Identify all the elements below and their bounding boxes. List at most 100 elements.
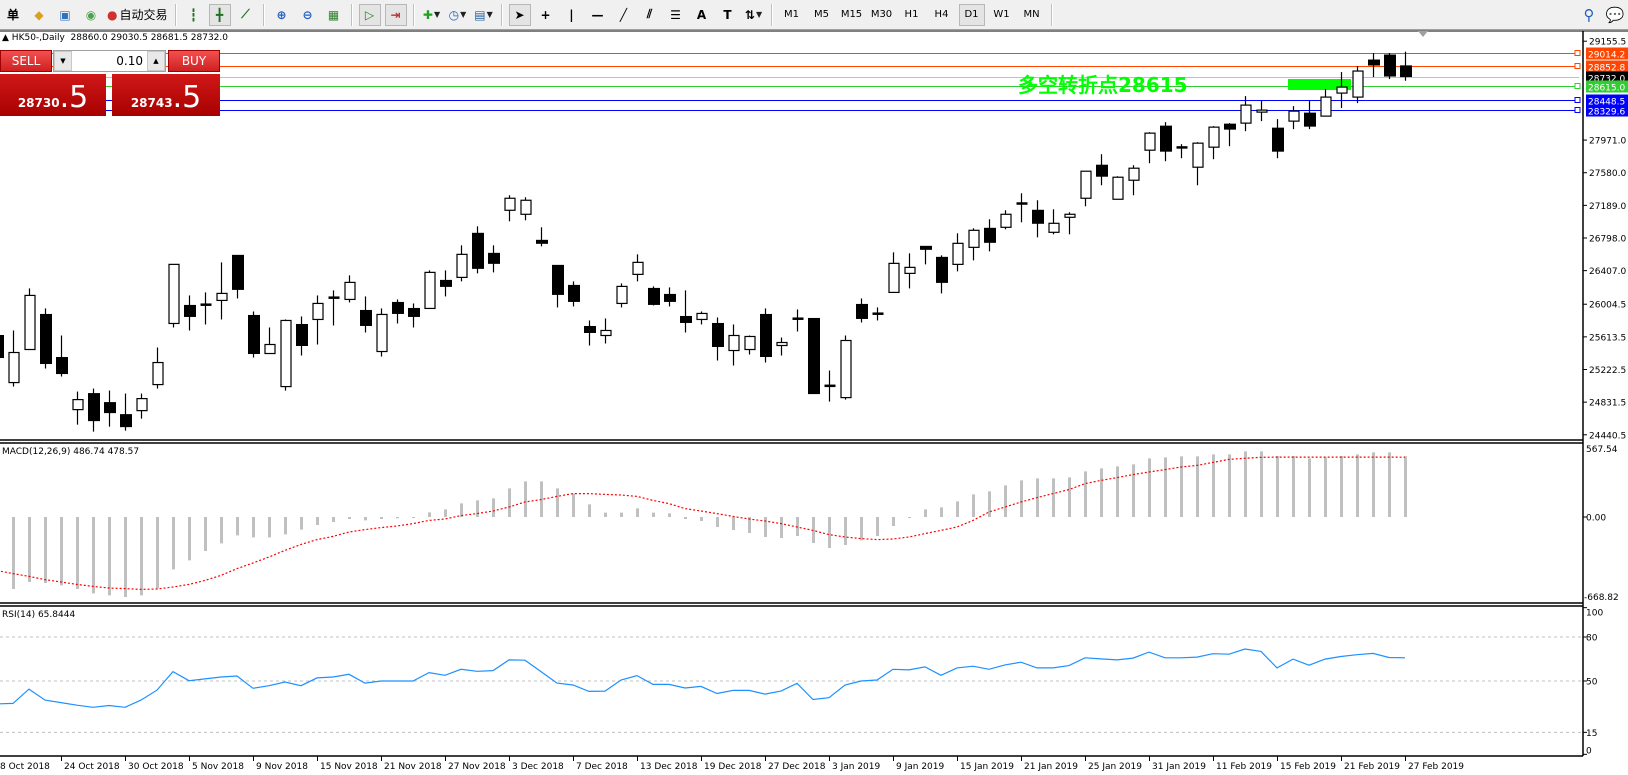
crosshair-button[interactable]: + (535, 4, 557, 26)
time-axis-label: 9 Jan 2019 (896, 762, 944, 772)
timeframe-w1-button[interactable]: W1 (993, 9, 1010, 20)
candle-body-bearish (664, 293, 676, 302)
timeframe-h4-button[interactable]: H4 (934, 9, 949, 20)
chart-shift-button[interactable]: ⇥ (384, 3, 407, 26)
candle-body-bearish (56, 357, 68, 375)
time-axis-label: 13 Dec 2018 (640, 762, 698, 772)
macd-histogram-bar (1020, 480, 1023, 517)
arrows-button[interactable]: ⇅ ▼ (743, 4, 765, 26)
horizontal-line-button[interactable]: — (587, 4, 609, 26)
fibonacci-button[interactable]: ☰ (665, 4, 687, 26)
autotrading-icon: ● (107, 7, 118, 22)
candle-body-bullish (1144, 132, 1156, 151)
sell-button[interactable]: SELL (0, 50, 52, 72)
dropdown-arrow-icon[interactable]: ▼ (433, 10, 441, 19)
macd-histogram-bar (460, 503, 463, 517)
tile-windows-button[interactable]: ▦ (323, 4, 345, 26)
candle-body-bearish (1368, 59, 1380, 66)
new-order-button[interactable]: 单 (2, 4, 24, 26)
candle-body-bullish (168, 263, 180, 325)
indicators-button[interactable]: ✚ ▼ (421, 4, 443, 26)
price-level-tag (1586, 104, 1628, 117)
timeframe-d1-button[interactable]: D1 (958, 3, 985, 26)
timeframe-m5-button[interactable]: M5 (814, 9, 829, 20)
time-axis-label: 27 Nov 2018 (448, 762, 506, 772)
cursor-button[interactable]: ➤ (508, 3, 531, 26)
candle-body-bullish (136, 397, 148, 412)
signal-button[interactable]: ◉ (80, 4, 102, 26)
price-axis-label: 26004.5 (1589, 301, 1626, 311)
lot-size-stepper[interactable]: ▼ 0.10 ▲ (53, 50, 166, 72)
candlestick-chart-button[interactable]: ╋ (208, 3, 231, 26)
candle-body-bullish (744, 335, 756, 351)
level-handle-icon[interactable] (1574, 63, 1581, 69)
rsi-axis-label: 0 (1586, 746, 1592, 756)
macd-histogram-bar (1004, 485, 1007, 517)
chart-shift-marker-icon[interactable] (1418, 31, 1428, 37)
zoom-in-button[interactable]: ⊕ (271, 4, 293, 26)
lot-increase-icon[interactable]: ▲ (147, 51, 165, 71)
macd-histogram-bar (332, 517, 335, 522)
candle-body-bullish (216, 292, 228, 302)
macd-histogram-bar (876, 517, 879, 536)
dropdown-arrow-icon[interactable]: ▼ (755, 10, 763, 19)
level-handle-icon[interactable] (1574, 107, 1581, 113)
buy-button[interactable]: BUY (168, 50, 220, 72)
timeframe-mn-button[interactable]: MN (1023, 9, 1040, 20)
collapse-triangle-icon[interactable]: ▲ (2, 33, 12, 43)
macd-histogram-bar (844, 517, 847, 545)
cursor-icon: ➤ (514, 7, 525, 22)
toolbar-separator (174, 3, 177, 26)
highlight-rectangle[interactable] (1288, 79, 1351, 90)
level-handle-icon[interactable] (1574, 83, 1581, 89)
periods-clock-button[interactable]: ◷ ▼ (447, 4, 469, 26)
bar-chart-button[interactable]: ┇ (183, 4, 205, 26)
macd-histogram-bar (1276, 456, 1279, 517)
level-handle-icon[interactable] (1574, 50, 1581, 56)
vertical-line-button[interactable]: | (561, 4, 583, 26)
buy-price-button[interactable]: 28743 .5 (112, 74, 220, 116)
macd-histogram-bar (572, 493, 575, 517)
sell-price-button[interactable]: 28730 .5 (0, 74, 106, 116)
reversal-point-annotation[interactable]: 多空转折点28615 (1018, 73, 1188, 97)
buy-price-main: 28743 (130, 96, 173, 110)
timeframe-m15-button[interactable]: M15 (840, 9, 863, 20)
gold-button[interactable]: ◆ (28, 4, 50, 26)
timeframe-m30-button[interactable]: M30 (870, 9, 893, 20)
macd-histogram-bar (764, 517, 767, 537)
dropdown-arrow-icon[interactable]: ▼ (486, 10, 493, 19)
timeframe-m1-button[interactable]: M1 (784, 9, 799, 20)
candle-body-bullish (520, 199, 532, 215)
timeframe-h1-button[interactable]: H1 (904, 9, 919, 20)
level-handle-icon[interactable] (1574, 97, 1581, 103)
equidistant-channel-button[interactable]: ⫽ (639, 4, 661, 26)
macd-histogram-bar (668, 513, 671, 517)
macd-histogram-bar (988, 491, 991, 517)
macd-histogram-bar (1372, 452, 1375, 517)
macd-histogram-bar (1404, 456, 1407, 517)
search-button[interactable]: ⚲ (1578, 4, 1600, 26)
trendline-button[interactable]: ╱ (613, 4, 635, 26)
lot-size-input[interactable]: 0.10 (116, 54, 143, 68)
templates-button[interactable]: ▤ ▼ (473, 4, 495, 26)
text-button[interactable]: A (691, 4, 713, 26)
candle-body-bullish (72, 398, 84, 411)
candle-body-bullish (632, 261, 644, 275)
price-level-tag-text: 28852.8 (1588, 64, 1625, 74)
market-watch-button[interactable]: ▣ (54, 4, 76, 26)
candle-body-bullish (1192, 142, 1204, 168)
candle-body-bearish (184, 304, 196, 317)
indicators-icon: ✚ (422, 7, 433, 22)
lot-decrease-icon[interactable]: ▼ (54, 51, 72, 71)
line-chart-button[interactable]: ⟋ (235, 4, 257, 26)
dropdown-arrow-icon[interactable]: ▼ (460, 10, 467, 19)
text-label-button[interactable]: T (717, 4, 739, 26)
autotrading-button-button[interactable]: ● 自动交易 (106, 4, 169, 26)
search-icon: ⚲ (1583, 5, 1595, 24)
zoom-out-button[interactable]: ⊖ (297, 4, 319, 26)
chat-button[interactable]: 💬 (1604, 4, 1626, 26)
fibonacci-icon: ☰ (670, 7, 681, 22)
price-level-tag-text: 28615.0 (1588, 84, 1625, 94)
autoscroll-button[interactable]: ▷ (358, 3, 381, 26)
